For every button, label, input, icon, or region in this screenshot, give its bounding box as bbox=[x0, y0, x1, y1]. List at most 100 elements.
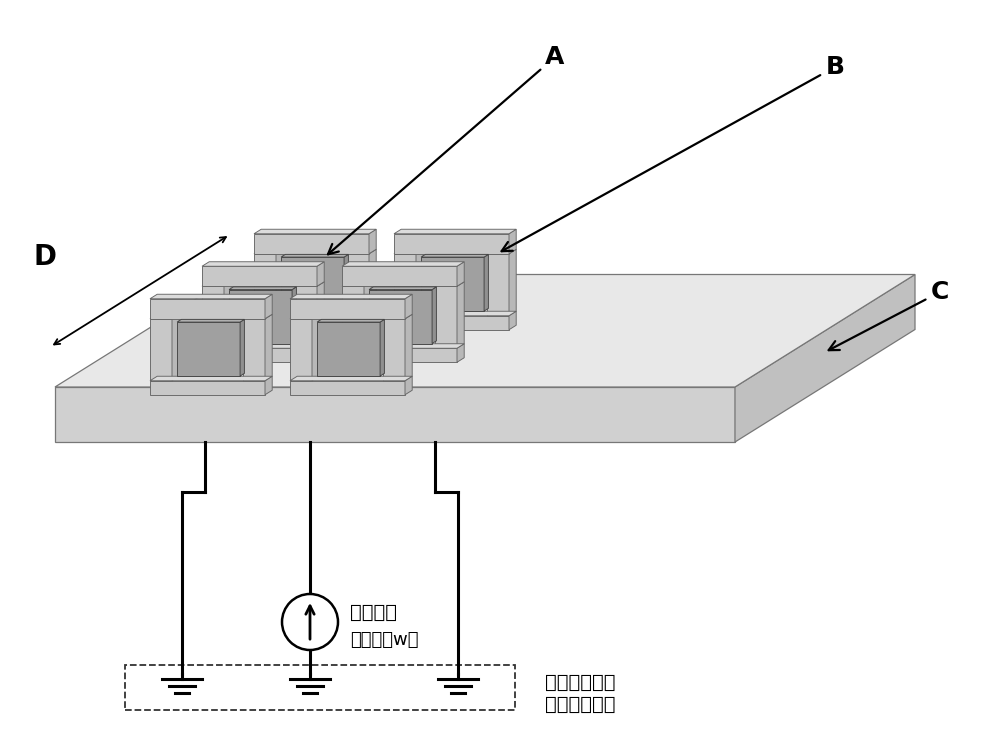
Polygon shape bbox=[421, 257, 484, 311]
Polygon shape bbox=[290, 299, 405, 319]
Polygon shape bbox=[457, 282, 464, 348]
Polygon shape bbox=[394, 249, 423, 254]
Polygon shape bbox=[457, 344, 464, 362]
Polygon shape bbox=[509, 311, 516, 329]
Text: B: B bbox=[502, 55, 844, 252]
Bar bbox=[125, 665, 515, 710]
Polygon shape bbox=[202, 286, 224, 348]
Polygon shape bbox=[150, 381, 265, 395]
Polygon shape bbox=[344, 255, 348, 311]
Polygon shape bbox=[369, 229, 376, 254]
Polygon shape bbox=[254, 249, 283, 254]
Polygon shape bbox=[317, 344, 324, 362]
Text: D: D bbox=[34, 243, 56, 271]
Polygon shape bbox=[317, 282, 324, 348]
Polygon shape bbox=[394, 316, 509, 329]
Polygon shape bbox=[290, 295, 412, 299]
Polygon shape bbox=[369, 311, 376, 329]
Polygon shape bbox=[457, 262, 464, 286]
Polygon shape bbox=[292, 287, 296, 344]
Polygon shape bbox=[281, 255, 348, 257]
Polygon shape bbox=[150, 319, 172, 381]
Polygon shape bbox=[484, 255, 488, 311]
Polygon shape bbox=[735, 275, 915, 442]
Polygon shape bbox=[276, 249, 283, 316]
Polygon shape bbox=[240, 319, 244, 376]
Polygon shape bbox=[202, 266, 317, 286]
Polygon shape bbox=[364, 282, 371, 348]
Polygon shape bbox=[265, 376, 272, 395]
Polygon shape bbox=[150, 376, 272, 381]
Polygon shape bbox=[380, 319, 384, 376]
Polygon shape bbox=[347, 254, 369, 316]
Polygon shape bbox=[487, 249, 516, 254]
Polygon shape bbox=[317, 319, 384, 322]
Text: C: C bbox=[829, 280, 949, 350]
Polygon shape bbox=[202, 348, 317, 362]
Polygon shape bbox=[243, 315, 272, 319]
Polygon shape bbox=[229, 289, 292, 344]
Polygon shape bbox=[290, 381, 405, 395]
Polygon shape bbox=[243, 319, 265, 381]
Polygon shape bbox=[342, 262, 464, 266]
Polygon shape bbox=[369, 287, 436, 289]
Polygon shape bbox=[254, 229, 376, 234]
Polygon shape bbox=[509, 229, 516, 254]
Polygon shape bbox=[435, 282, 464, 286]
Polygon shape bbox=[202, 262, 324, 266]
Polygon shape bbox=[342, 286, 364, 348]
Polygon shape bbox=[150, 295, 272, 299]
Polygon shape bbox=[295, 286, 317, 348]
Polygon shape bbox=[254, 254, 276, 316]
Polygon shape bbox=[487, 254, 509, 316]
Text: 输入信号: 输入信号 bbox=[350, 603, 397, 622]
Polygon shape bbox=[150, 299, 265, 319]
Polygon shape bbox=[369, 249, 376, 316]
Polygon shape bbox=[281, 257, 344, 311]
Polygon shape bbox=[394, 311, 516, 316]
Polygon shape bbox=[317, 262, 324, 286]
Polygon shape bbox=[421, 255, 488, 257]
Polygon shape bbox=[290, 319, 312, 381]
Polygon shape bbox=[290, 376, 412, 381]
Polygon shape bbox=[432, 287, 436, 344]
Polygon shape bbox=[342, 344, 464, 348]
Polygon shape bbox=[342, 282, 371, 286]
Polygon shape bbox=[383, 315, 412, 319]
Polygon shape bbox=[265, 315, 272, 381]
Polygon shape bbox=[394, 254, 416, 316]
Polygon shape bbox=[254, 311, 376, 316]
Polygon shape bbox=[224, 282, 231, 348]
Polygon shape bbox=[509, 249, 516, 316]
Polygon shape bbox=[347, 249, 376, 254]
Polygon shape bbox=[265, 295, 272, 319]
Text: 结构构成回路: 结构构成回路 bbox=[545, 695, 616, 714]
Polygon shape bbox=[254, 316, 369, 329]
Polygon shape bbox=[435, 286, 457, 348]
Polygon shape bbox=[254, 234, 369, 254]
Polygon shape bbox=[177, 319, 244, 322]
Polygon shape bbox=[405, 315, 412, 381]
Polygon shape bbox=[394, 229, 516, 234]
Text: 接地，使整个: 接地，使整个 bbox=[545, 672, 616, 692]
Polygon shape bbox=[405, 295, 412, 319]
Polygon shape bbox=[290, 315, 319, 319]
Polygon shape bbox=[55, 275, 915, 387]
Polygon shape bbox=[150, 315, 179, 319]
Polygon shape bbox=[405, 376, 412, 395]
Polygon shape bbox=[202, 344, 324, 348]
Polygon shape bbox=[295, 282, 324, 286]
Polygon shape bbox=[394, 234, 509, 254]
Polygon shape bbox=[342, 348, 457, 362]
Polygon shape bbox=[416, 249, 423, 316]
Polygon shape bbox=[172, 315, 179, 381]
Polygon shape bbox=[312, 315, 319, 381]
Polygon shape bbox=[202, 282, 231, 286]
Polygon shape bbox=[342, 266, 457, 286]
Text: A: A bbox=[328, 45, 565, 255]
Polygon shape bbox=[317, 322, 380, 376]
Polygon shape bbox=[369, 289, 432, 344]
Circle shape bbox=[282, 594, 338, 650]
Polygon shape bbox=[55, 387, 735, 442]
Polygon shape bbox=[383, 319, 405, 381]
